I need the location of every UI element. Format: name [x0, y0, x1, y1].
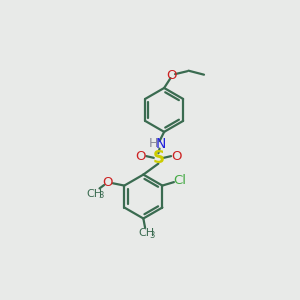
Text: O: O: [172, 150, 182, 163]
Text: O: O: [135, 150, 146, 163]
Text: Cl: Cl: [173, 175, 186, 188]
Text: 3: 3: [149, 231, 155, 240]
Text: CH: CH: [87, 189, 103, 199]
Text: O: O: [102, 176, 113, 189]
Text: O: O: [167, 69, 177, 82]
Text: CH: CH: [138, 228, 154, 238]
Text: S: S: [153, 149, 165, 167]
Text: 3: 3: [98, 191, 104, 200]
Text: H: H: [149, 137, 158, 151]
Text: N: N: [156, 137, 166, 151]
